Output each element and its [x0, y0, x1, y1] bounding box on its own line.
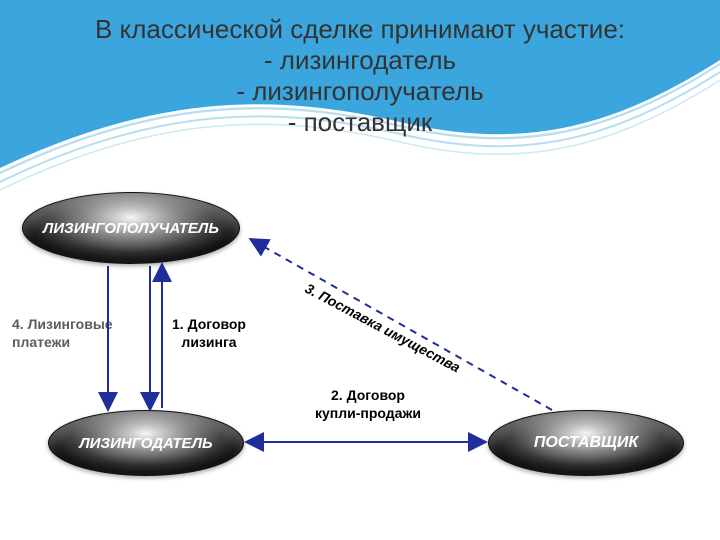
header-line1: В классической сделке принимают участие: [0, 14, 720, 45]
header-line2: - лизингодатель [0, 45, 720, 76]
header: В классической сделке принимают участие:… [0, 0, 720, 138]
node-supplier-label: ПОСТАВЩИК [534, 434, 638, 452]
node-lessee-label: ЛИЗИНГОПОЛУЧАТЕЛЬ [43, 220, 219, 237]
label-e3-text: 3. Поставка имущества [302, 280, 463, 375]
header-line4: - поставщик [0, 107, 720, 138]
header-line3: - лизингополучатель [0, 76, 720, 107]
node-lessee: ЛИЗИНГОПОЛУЧАТЕЛЬ [22, 192, 240, 264]
label-e4-line1: 4. Лизинговые [12, 316, 113, 334]
label-e2-line1: 2. Договор [288, 387, 448, 405]
label-e4: 4. Лизинговые платежи [12, 316, 113, 351]
label-e3: 3. Поставка имущества [302, 280, 463, 375]
label-e1-line2: лизинга [172, 334, 246, 352]
label-e2-line2: купли-продажи [288, 405, 448, 423]
node-lessor: ЛИЗИНГОДАТЕЛЬ [48, 410, 244, 476]
label-e1-line1: 1. Договор [172, 316, 246, 334]
node-lessor-label: ЛИЗИНГОДАТЕЛЬ [79, 435, 212, 452]
label-e1: 1. Договор лизинга [172, 316, 246, 351]
label-e4-line2: платежи [12, 334, 113, 352]
node-supplier: ПОСТАВЩИК [488, 410, 684, 476]
label-e2: 2. Договор купли-продажи [288, 387, 448, 422]
